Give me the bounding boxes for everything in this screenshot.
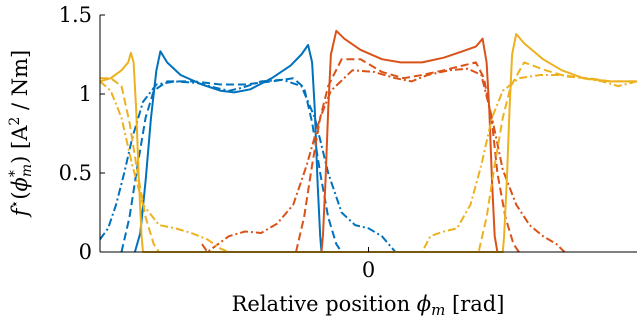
- y-axis-label: f⋆(ϕ*m) [A2 / Nm]: [7, 50, 35, 218]
- y-tick-label-1: 0.5: [59, 161, 92, 185]
- series-line-1: [133, 44, 323, 253]
- x-axis-label: Relative position ϕm [rad]: [232, 292, 505, 319]
- series-line-9: [99, 74, 637, 253]
- y-tick-label-0: 0: [79, 240, 92, 264]
- series-line-6: [201, 67, 566, 253]
- series-line-8: [100, 61, 637, 253]
- series-line-4: [320, 29, 499, 253]
- y-tick-label-2: 1: [79, 82, 92, 106]
- y-tick-label-3: 1.5: [59, 3, 92, 27]
- series-line-7: [99, 33, 637, 253]
- axes: [99, 15, 637, 253]
- series-layer: [99, 29, 637, 253]
- series-line-3: [99, 78, 397, 253]
- ticks: 0 0.5 1 1.5 0: [59, 3, 376, 282]
- series-line-2: [120, 77, 343, 253]
- x-tick-label-0: 0: [362, 258, 375, 282]
